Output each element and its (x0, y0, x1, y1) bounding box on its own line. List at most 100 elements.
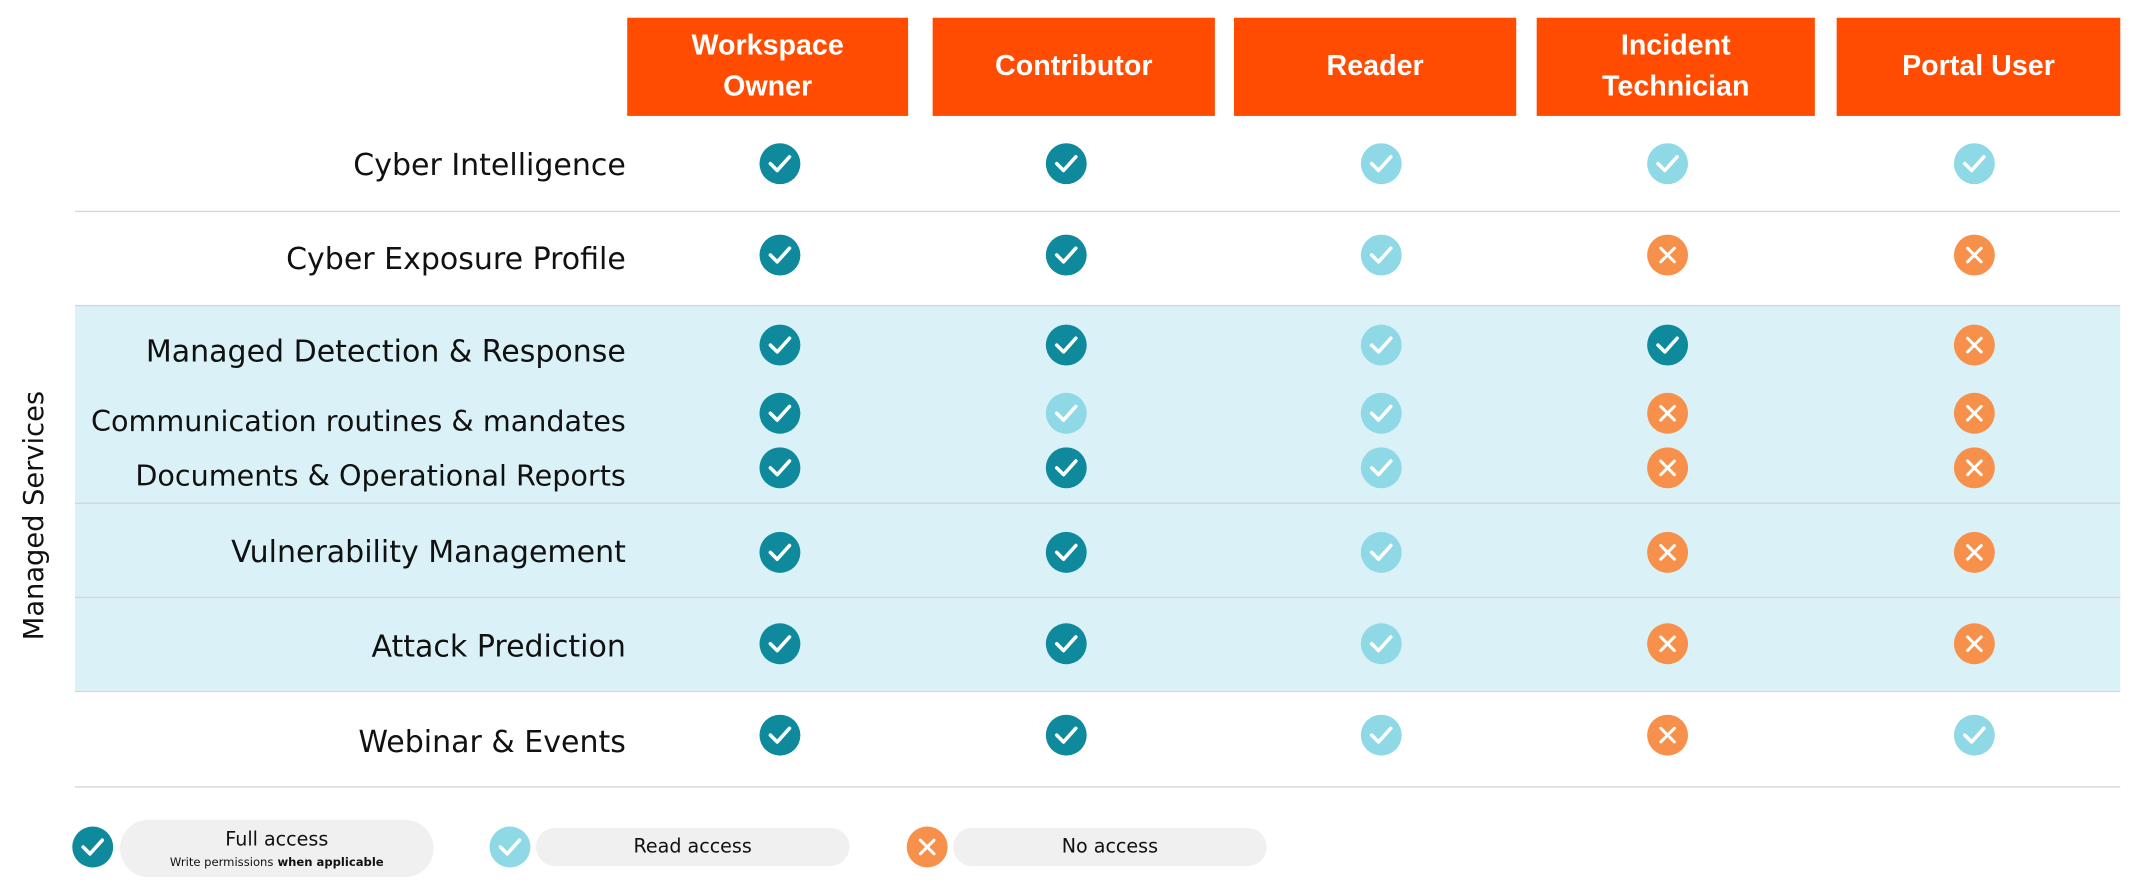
icon-check (768, 336, 792, 354)
icon-check (768, 246, 792, 264)
legend-note-bold: when applicable (278, 854, 384, 868)
icon-check (1369, 459, 1393, 477)
icon-circle (489, 826, 531, 868)
icon-check (1054, 155, 1078, 173)
icon-cross (1659, 459, 1676, 477)
full-access-icon (759, 392, 801, 434)
full-access-icon (1045, 623, 1087, 665)
legend-note-text: Write permissions (170, 854, 274, 868)
icon-check (1054, 635, 1078, 653)
icon-check (1963, 155, 1986, 173)
icon-circle (1360, 714, 1402, 756)
icon-cross (1966, 404, 1983, 422)
no-access-icon (1647, 714, 1689, 756)
icon-circle (1045, 714, 1087, 756)
row-label: Vulnerability Management (231, 535, 626, 570)
legend-label: Full access (225, 828, 328, 851)
column-header-box (1836, 17, 2121, 116)
column-header-text: Contributor (995, 50, 1153, 82)
icon-circle (1360, 234, 1402, 276)
icon-circle (1360, 324, 1402, 366)
icon-circle (1647, 143, 1689, 185)
full-access-icon (1045, 324, 1087, 366)
icon-check (768, 635, 792, 653)
read-access-icon (1953, 714, 1995, 756)
icon-check (1054, 336, 1078, 354)
icon-cross (1659, 404, 1676, 422)
icon-check (1963, 726, 1986, 744)
icon-circle (759, 234, 801, 276)
icon-check (1369, 246, 1393, 264)
read-access-icon (1360, 143, 1402, 185)
no-access-icon (1647, 392, 1689, 434)
full-access-icon (759, 531, 801, 573)
column-header: Reader (1327, 50, 1424, 81)
full-access-icon (759, 234, 801, 276)
no-access-icon (1953, 531, 1995, 573)
icon-circle (1045, 143, 1087, 185)
read-access-icon (1647, 143, 1689, 185)
legend-note: Write permissions when applicable (170, 854, 384, 868)
icon-check (768, 404, 792, 422)
icon-cross (1659, 246, 1676, 264)
column-header: Contributor (995, 50, 1153, 82)
icon-circle (1360, 531, 1402, 573)
column-header-text: Workspace Owner (691, 30, 844, 103)
icon-check (1054, 459, 1078, 477)
icon-check (81, 838, 105, 856)
icon-check (768, 155, 792, 173)
no-access-icon (1647, 447, 1689, 489)
icon-circle (1647, 324, 1689, 366)
icon-circle (1045, 234, 1087, 276)
icon-circle (759, 447, 801, 489)
no-access-icon (1647, 623, 1689, 665)
column-header: Incident Technician (1602, 30, 1749, 102)
row-label: Webinar & Events (358, 725, 625, 760)
row-label: Attack Prediction (372, 629, 626, 664)
row-label: Cyber Exposure Profile (286, 242, 626, 277)
icon-check (1369, 336, 1393, 354)
read-access-icon (1360, 234, 1402, 276)
icon-cross (918, 838, 936, 856)
full-access-icon (1647, 324, 1689, 366)
no-access-icon (1953, 447, 1995, 489)
no-access-icon (906, 826, 948, 868)
icon-circle (759, 714, 801, 756)
icon-check (1656, 155, 1679, 173)
column-header-box (1233, 17, 1517, 116)
icon-check (1054, 726, 1078, 744)
read-access-icon (1360, 714, 1402, 756)
icon-circle (759, 324, 801, 366)
no-access-icon (1953, 324, 1995, 366)
read-access-icon (1045, 392, 1087, 434)
icon-cross (1966, 635, 1983, 653)
icon-circle (759, 392, 801, 434)
icon-circle (1360, 447, 1402, 489)
icon-cross (1659, 726, 1676, 744)
legend-pill (119, 819, 434, 877)
icon-check (1054, 543, 1078, 561)
icon-circle (72, 826, 114, 868)
legend-pill (953, 827, 1267, 867)
read-access-icon (1360, 447, 1402, 489)
full-access-icon (1045, 714, 1087, 756)
icon-circle (1045, 623, 1087, 665)
icon-cross (1659, 544, 1676, 561)
icon-circle (759, 531, 801, 573)
icon-check (1369, 543, 1393, 561)
icon-check (768, 726, 792, 744)
icon-cross (1966, 459, 1983, 477)
column-header: Workspace Owner (691, 30, 844, 103)
icon-circle (1045, 447, 1087, 489)
read-access-icon (1953, 143, 1995, 185)
column-header-box (1536, 17, 1815, 116)
column-header-text: Portal User (1902, 50, 2055, 82)
icon-circle (1045, 531, 1087, 573)
no-access-icon (1953, 392, 1995, 434)
legend-pill (535, 827, 850, 867)
column-header-box (932, 17, 1215, 116)
icon-circle (1360, 392, 1402, 434)
legend-label: No access (1062, 834, 1158, 857)
full-access-icon (759, 324, 801, 366)
icon-check (1054, 404, 1078, 422)
